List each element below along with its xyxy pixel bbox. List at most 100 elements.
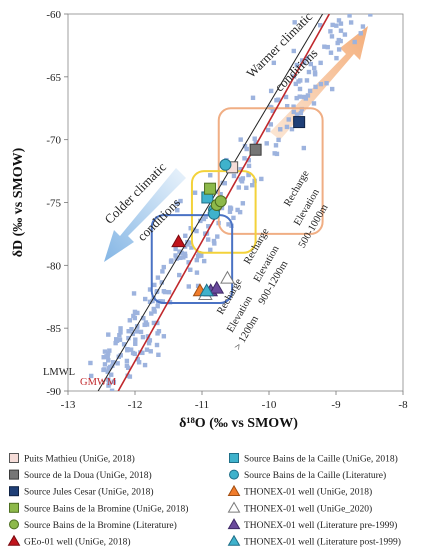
literature-point — [205, 237, 211, 242]
literature-point — [219, 205, 225, 211]
literature-point — [144, 347, 150, 352]
literature-point — [312, 65, 317, 71]
literature-point — [206, 224, 211, 229]
y-tick-label: -85 — [46, 323, 61, 335]
literature-point — [173, 253, 178, 258]
sample-point — [199, 283, 215, 297]
literature-point — [101, 355, 106, 360]
gmwm-label: GMWM — [80, 377, 117, 388]
literature-point — [138, 329, 144, 335]
literature-point — [211, 238, 217, 244]
literature-point — [242, 156, 247, 161]
legend-marker — [227, 484, 241, 496]
literature-point — [322, 44, 327, 49]
literature-point — [118, 330, 123, 335]
colder-arrow — [104, 168, 186, 262]
literature-point — [334, 55, 339, 61]
literature-point — [276, 137, 281, 143]
literature-point — [250, 95, 256, 101]
legend-marker — [227, 534, 241, 546]
legend-label: GEo-01 well (UniGe, 2018) — [24, 537, 131, 548]
literature-point — [226, 222, 231, 227]
literature-point — [195, 253, 201, 259]
literature-point — [115, 361, 120, 366]
literature-point — [159, 280, 165, 285]
literature-point — [174, 201, 180, 206]
literature-point — [177, 249, 182, 254]
legend-marker — [9, 486, 19, 497]
literature-point — [338, 28, 344, 33]
literature-point — [155, 331, 160, 336]
literature-point — [146, 341, 152, 346]
y-axis-title: δD (‰ vs SMOW) — [11, 147, 26, 257]
literature-point — [130, 331, 136, 337]
literature-point — [140, 334, 146, 340]
literature-point — [227, 209, 233, 214]
literature-point — [182, 251, 188, 256]
literature-point — [311, 101, 317, 106]
literature-point — [240, 201, 246, 206]
literature-point — [178, 198, 183, 204]
literature-point — [106, 377, 111, 382]
literature-point — [124, 358, 130, 364]
literature-point — [155, 320, 160, 326]
literature-point — [268, 88, 274, 94]
legend-marker — [227, 501, 241, 513]
literature-point — [142, 362, 148, 368]
literature-point — [186, 260, 191, 265]
y-tick-label: -80 — [46, 260, 61, 272]
literature-point — [106, 351, 111, 356]
x-tick-label: -12 — [128, 399, 143, 411]
literature-point — [231, 173, 237, 179]
literature-point — [127, 318, 133, 323]
y-tick-label: -90 — [46, 386, 61, 398]
literature-point — [152, 282, 157, 288]
literature-point — [291, 104, 296, 109]
literature-point — [107, 348, 112, 353]
literature-point — [278, 127, 283, 132]
literature-point — [294, 112, 300, 117]
literature-point — [199, 253, 204, 258]
literature-point — [268, 122, 274, 127]
literature-point — [325, 44, 330, 50]
sample-point — [219, 158, 232, 171]
literature-point — [304, 55, 310, 61]
literature-point — [173, 246, 178, 252]
legend: Puits Mathieu (UniGe, 2018) Source Bains … — [7, 453, 401, 548]
literature-point — [102, 349, 108, 354]
literature-point — [106, 332, 111, 337]
literature-point — [147, 338, 153, 343]
legend-label: THONEX-01 well (Literature post-1999) — [244, 537, 401, 548]
literature-point — [201, 216, 207, 222]
literature-point — [135, 356, 141, 362]
literature-point — [131, 313, 136, 319]
literature-point — [131, 291, 137, 296]
x-tick-label: -8 — [398, 399, 408, 411]
literature-point — [304, 78, 310, 83]
literature-point — [250, 182, 255, 188]
literature-point — [297, 86, 303, 92]
literature-point — [303, 96, 309, 101]
literature-point — [160, 299, 166, 304]
literature-point — [292, 20, 297, 25]
literature-point — [194, 270, 200, 275]
legend-label: THONEX-01 well (UniGe_2020) — [244, 503, 372, 514]
literature-point — [334, 23, 339, 28]
literature-point — [338, 38, 343, 44]
recharge-box — [190, 170, 257, 254]
legend-marker — [229, 453, 239, 463]
literature-point — [147, 287, 153, 292]
literature-point — [155, 304, 160, 309]
legend-label: Puits Mathieu (UniGe, 2018) — [24, 454, 135, 465]
literature-point — [117, 337, 123, 342]
literature-point — [239, 179, 245, 184]
legend-label: Source Bains de la Caille (UniGe, 2018) — [244, 454, 398, 465]
literature-point — [259, 176, 264, 182]
literature-point — [244, 146, 249, 152]
literature-point — [113, 340, 118, 346]
literature-point — [125, 347, 130, 353]
y-tick-label: -70 — [46, 135, 61, 147]
literature-point — [194, 257, 200, 263]
literature-point — [177, 272, 182, 278]
